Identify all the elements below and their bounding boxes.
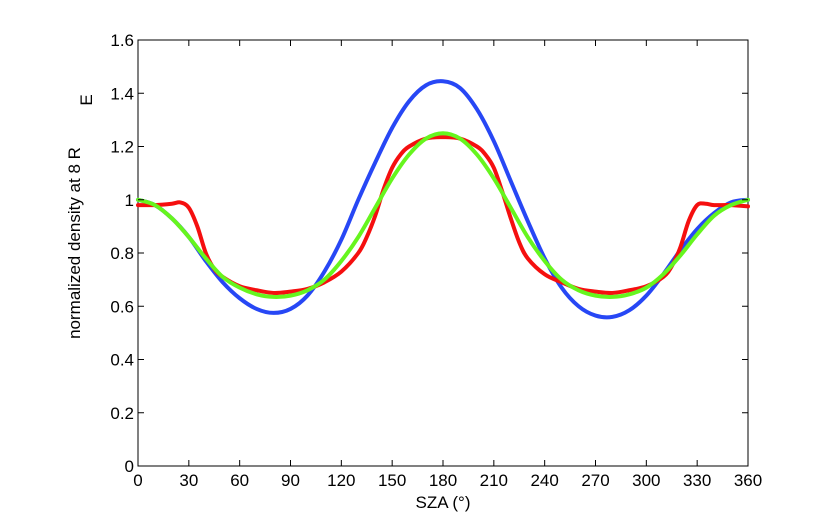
series-layer <box>136 79 750 320</box>
x-tick-label: 330 <box>683 471 711 490</box>
x-tick-label: 180 <box>429 471 457 490</box>
y-tick-label: 0.8 <box>110 244 134 263</box>
y-tick-label: 1.4 <box>110 84 134 103</box>
y-tick-label: 1.6 <box>110 31 134 50</box>
x-tick-label: 300 <box>632 471 660 490</box>
series-line-1 <box>136 79 750 320</box>
y-axis-subscript-group: E <box>77 94 96 105</box>
tick-layer: 0 30 60 90 120 150 180 210 240 270 300 330 360 0 0.2 0.… <box>110 31 762 490</box>
x-tick-label: 210 <box>480 471 508 490</box>
y-axis-subscript: E <box>77 94 96 105</box>
y-axis-label-group: normalized density at 8 R <box>65 147 84 339</box>
y-axis-label: normalized density at 8 R <box>65 147 84 339</box>
x-tick-label: 150 <box>378 471 406 490</box>
x-tick-label: 90 <box>281 471 300 490</box>
series-line-3 <box>136 131 750 299</box>
y-tick-label: 0.4 <box>110 351 134 370</box>
x-tick-label: 360 <box>734 471 762 490</box>
x-tick-label: 240 <box>530 471 558 490</box>
x-axis-label: SZA (°) <box>416 493 471 512</box>
y-tick-label: 0.2 <box>110 404 134 423</box>
y-tick-label: 1 <box>125 191 134 210</box>
x-tick-label: 30 <box>179 471 198 490</box>
x-tick-label: 270 <box>581 471 609 490</box>
x-tick-label: 0 <box>133 471 142 490</box>
x-tick-label: 60 <box>230 471 249 490</box>
y-tick-label: 0.6 <box>110 297 134 316</box>
y-tick-label: 1.2 <box>110 138 134 157</box>
x-tick-label: 120 <box>327 471 355 490</box>
y-tick-label: 0 <box>125 457 134 476</box>
plot-area <box>137 39 749 467</box>
